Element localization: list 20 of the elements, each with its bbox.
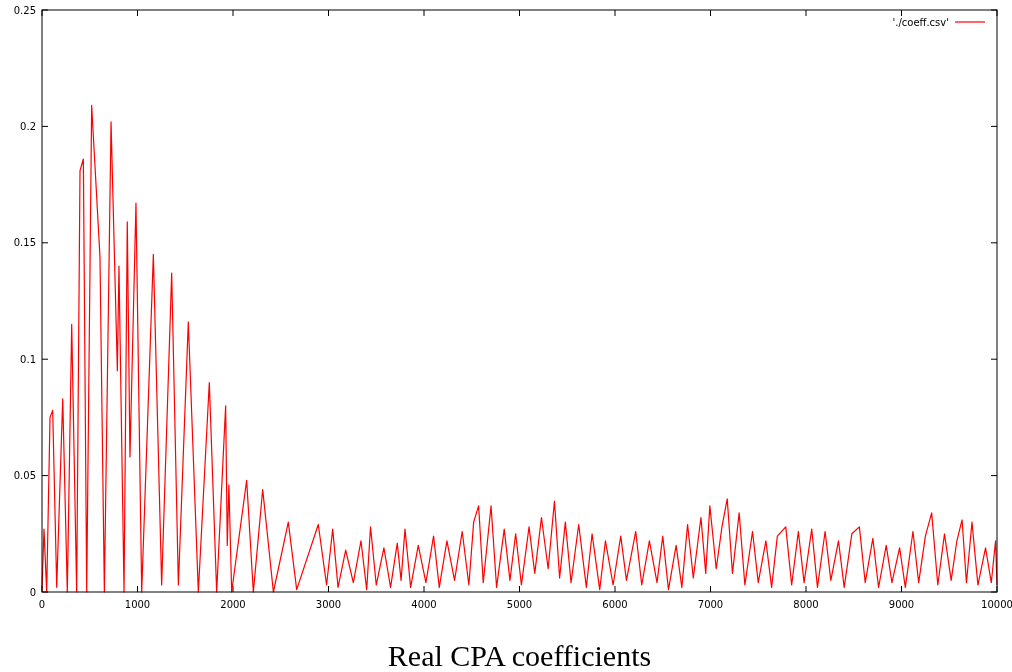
x-tick-label: 3000 bbox=[315, 599, 342, 610]
x-tick-label: 6000 bbox=[602, 599, 628, 610]
y-tick-label: 0.25 bbox=[13, 4, 36, 16]
x-tick-label: 8000 bbox=[793, 599, 819, 610]
x-tick-label: 5000 bbox=[506, 599, 533, 610]
y-tick-label: 0.05 bbox=[13, 470, 36, 482]
y-tick-label: 0 bbox=[29, 586, 36, 598]
x-tick-label: 2000 bbox=[220, 599, 246, 610]
line-series bbox=[41, 104, 998, 593]
x-tick-label: 9000 bbox=[888, 599, 915, 610]
x-tick-label: 10000 bbox=[981, 599, 1012, 610]
y-tick-label: 0.15 bbox=[13, 237, 36, 249]
x-axis-title: Real CPA coefficients bbox=[387, 639, 652, 672]
x-tick-label: 4000 bbox=[411, 599, 437, 610]
legend-label: './coeff.csv' bbox=[892, 16, 949, 28]
y-tick-label: 0.1 bbox=[20, 353, 36, 365]
x-tick-label: 1000 bbox=[124, 599, 151, 610]
x-tick-label: 0 bbox=[38, 599, 46, 610]
x-tick-label: 7000 bbox=[697, 599, 724, 610]
y-tick-label: 0.2 bbox=[20, 120, 36, 132]
